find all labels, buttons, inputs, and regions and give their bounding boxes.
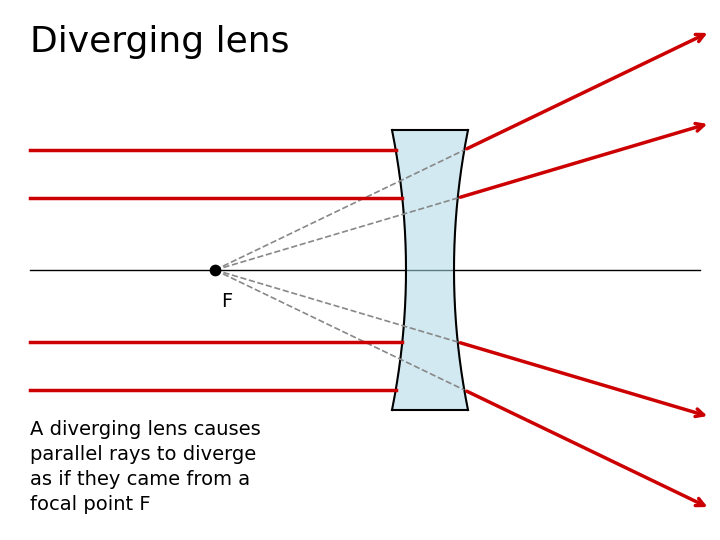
Text: F: F [221, 292, 233, 311]
Polygon shape [392, 130, 468, 410]
Text: Diverging lens: Diverging lens [30, 25, 289, 59]
Point [210, 266, 221, 274]
Text: A diverging lens causes
parallel rays to diverge
as if they came from a
focal po: A diverging lens causes parallel rays to… [30, 420, 261, 514]
